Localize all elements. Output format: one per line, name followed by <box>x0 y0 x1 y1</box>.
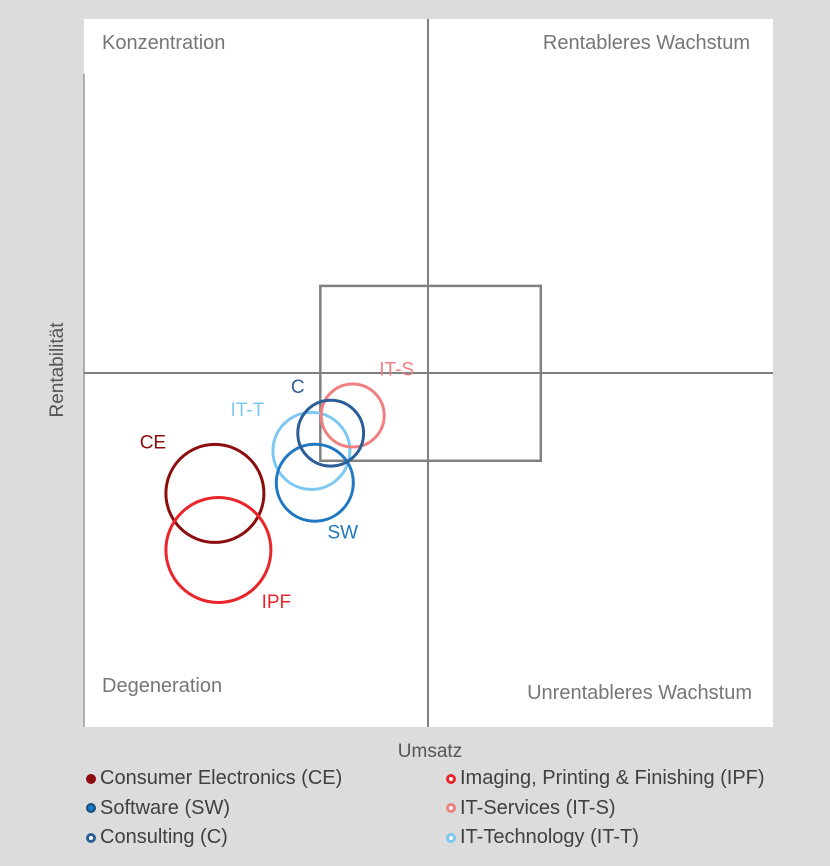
bubble-it-t <box>271 410 352 491</box>
legend: Consumer Electronics (CE) Imaging, Printi… <box>86 764 806 853</box>
bubble-it-s <box>319 382 386 449</box>
legend-item-c: Consulting (C) <box>86 823 446 853</box>
bubble-label-c: C <box>291 377 305 398</box>
bubble-sw <box>274 442 355 523</box>
bubble-label-it-t: IT-T <box>231 400 265 421</box>
legend-marker-icon <box>446 803 456 814</box>
quadrant-label-top-left: Konzentration <box>102 32 225 54</box>
bubble-label-layer: CE IPF IT-T SW IT-S C <box>140 360 414 614</box>
bubble-c <box>296 398 366 468</box>
legend-marker-icon <box>86 773 96 784</box>
target-box <box>319 284 543 463</box>
legend-item-ce: Consumer Electronics (CE) <box>86 764 446 794</box>
legend-item-it-t: IT-Technology (IT-T) <box>446 823 806 853</box>
legend-item-ipf: Imaging, Printing & Finishing (IPF) <box>446 764 806 794</box>
legend-item-it-s: IT-Services (IT-S) <box>446 794 806 824</box>
bubble-label-ce: CE <box>140 432 166 453</box>
legend-label: IT-Technology (IT-T) <box>460 826 639 849</box>
y-axis-title: Rentabilität <box>47 322 68 418</box>
legend-marker-icon <box>446 832 456 843</box>
bubble-label-sw: SW <box>327 523 358 544</box>
legend-label: Imaging, Printing & Finishing (IPF) <box>460 767 765 790</box>
quadrant-label-top-right: Rentableres Wachstum <box>543 32 750 54</box>
legend-item-sw: Software (SW) <box>86 794 446 824</box>
legend-label: IT-Services (IT-S) <box>460 796 616 819</box>
legend-marker-icon <box>86 803 96 814</box>
quadrant-label-bottom-left: Degeneration <box>102 675 222 697</box>
bubble-layer <box>164 382 386 604</box>
legend-label: Consulting (C) <box>100 826 228 849</box>
legend-label: Software (SW) <box>100 796 231 819</box>
quadrant-label-bottom-right: Unrentableres Wachstum <box>527 682 752 704</box>
x-axis-title: Umsatz <box>398 741 462 762</box>
bubble-ipf <box>164 496 273 604</box>
legend-marker-icon <box>86 832 96 843</box>
bubble-label-it-s: IT-S <box>379 360 414 381</box>
bubble-ce <box>164 442 266 544</box>
legend-label: Consumer Electronics (CE) <box>100 767 343 790</box>
legend-marker-icon <box>446 773 456 784</box>
bubble-label-ipf: IPF <box>262 592 292 613</box>
